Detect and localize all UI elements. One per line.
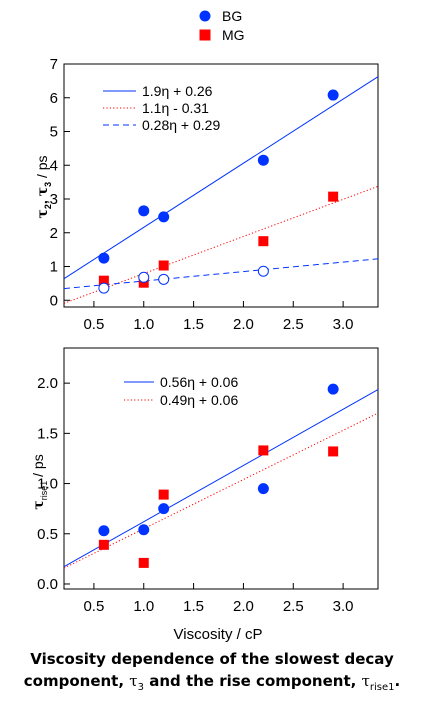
- panel2-fit-legend-label: 0.49η + 0.06: [160, 392, 238, 408]
- panel1-x-tick-label: 2.0: [233, 316, 254, 333]
- caption-line-2: component, τ3 and the rise component, τr…: [0, 670, 424, 699]
- panel2-y-tick-label: 1.0: [37, 476, 58, 493]
- panel1-point-mg: [158, 260, 169, 271]
- panel2-y-tick-label: 0.0: [37, 576, 58, 593]
- panel1-y-tick-label: 0: [50, 292, 58, 309]
- panel1-point-bg: [158, 211, 170, 223]
- panel2-ylabel: τrise1 / ps: [30, 454, 49, 509]
- panel1-x-tick-label: 0.5: [83, 316, 104, 333]
- legend-label-bg: BG: [222, 8, 242, 24]
- figure-caption: Viscosity dependence of the slowest deca…: [0, 648, 424, 699]
- panel1-x-tick-label: 2.5: [283, 316, 304, 333]
- panel1-fit-legend-label: 1.1η - 0.31: [142, 100, 209, 116]
- panel2-y-tick-label: 0.5: [37, 526, 58, 543]
- panel2-point-bg: [158, 503, 170, 515]
- panel1-point-tau2-open: [98, 282, 110, 294]
- panel2-ylabel-sub: rise1: [39, 481, 49, 501]
- panel-tau-rise1: 0.5 1.0 1.5 2.0 2.5 3.0 0.0 0.5 1.0 1.5 2.0 0.56η +…: [37, 347, 379, 615]
- panel2-y-tick-label: 2.0: [37, 375, 58, 392]
- legend-marker-bg: [199, 10, 211, 22]
- panel2-point-mg: [158, 489, 169, 500]
- panel1-ylabel-comma: ,: [34, 196, 50, 204]
- panel2-point-mg: [258, 445, 269, 456]
- panel1-point-mg: [258, 236, 269, 247]
- panel1-point-tau2-open: [158, 273, 170, 285]
- panel1-ylabel-sub2: 2: [43, 204, 53, 209]
- caption-tau-rise-symbol: τ: [361, 672, 370, 690]
- panel1-x-tick-label: 1.0: [133, 316, 154, 333]
- panel1-fit-legend-label: 0.28η + 0.29: [142, 117, 220, 133]
- panel1-point-bg: [138, 205, 150, 217]
- caption-tau3-symbol: τ: [129, 672, 138, 690]
- panel2-fit-legend-label: 0.56η + 0.06: [160, 374, 238, 390]
- panel2-point-mg: [138, 557, 149, 568]
- panel1-point-mg: [98, 275, 109, 286]
- panel2-x-tick-label: 0.5: [83, 598, 104, 615]
- panel1-fit-legend-label: 1.9η + 0.26: [142, 83, 213, 99]
- panel1-x-tick-label: 3.0: [333, 316, 354, 333]
- panel1-plot-frame: [63, 63, 379, 308]
- panel1-y-tick-label: 2: [50, 225, 58, 242]
- panel2-point-mg: [328, 446, 339, 457]
- panel2-point-mg: [98, 539, 109, 550]
- panel1-ylabel-unit: / ps: [34, 155, 50, 181]
- legend-label-mg: MG: [222, 27, 245, 43]
- panel1-y-tick-label: 1: [50, 259, 58, 276]
- caption-tau3-sub: 3: [137, 682, 144, 693]
- panel2-x-tick-label: 2.5: [283, 598, 304, 615]
- panel1-ylabel-tau3: τ: [35, 187, 51, 196]
- panel1-fit-line-dashed: [63, 258, 379, 290]
- panel2-ylabel-unit: / ps: [30, 454, 46, 480]
- panel2-x-tick-label: 1.5: [183, 598, 204, 615]
- panel1-point-tau2-open: [138, 271, 150, 283]
- caption-prefix: component,: [23, 672, 130, 690]
- caption-line-1: Viscosity dependence of the slowest deca…: [30, 650, 394, 668]
- panel1-y-tick-label: 3: [50, 191, 58, 208]
- panel2-plot-frame: [63, 347, 379, 590]
- panel1-ylabel-tau2: τ: [35, 209, 51, 218]
- panel1-point-bg: [257, 154, 269, 166]
- panel1-point-bg: [98, 252, 110, 264]
- panel1-point-mg: [328, 191, 339, 202]
- panel1-point-bg: [327, 89, 339, 101]
- panel1-y-tick-label: 4: [50, 157, 58, 174]
- panel2-x-tick-label: 3.0: [333, 598, 354, 615]
- panel1-ylabel-sub3: 3: [43, 182, 53, 187]
- panel-tau2-tau3: 0.5 1.0 1.5 2.0 2.5 3.0 0 1 2 3 4 5 6 7 1.9η + 0.261.1…: [50, 56, 379, 333]
- panel1-y-tick-label: 6: [50, 90, 58, 107]
- panel2-y-tick-label: 1.5: [37, 425, 58, 442]
- caption-mid: and the rise component,: [143, 672, 362, 690]
- panel1-ylabel: τ2, τ3 / ps: [34, 155, 53, 218]
- panel2-xlabel: Viscosity / cP: [174, 626, 263, 643]
- panel2-ylabel-tau: τ: [31, 500, 47, 509]
- panel1-point-tau2-open: [257, 265, 269, 277]
- panel1-y-tick-label: 7: [50, 56, 58, 73]
- panel2-x-tick-label: 1.0: [133, 598, 154, 615]
- panel1-fit-line-solid: [63, 76, 379, 280]
- panel2-point-bg: [98, 525, 110, 537]
- legend-marker-mg: [199, 29, 211, 41]
- caption-end: .: [394, 672, 401, 690]
- panel2-point-bg: [257, 483, 269, 495]
- top-legend: BG MG: [199, 8, 245, 43]
- panel1-fit-line-dotted: [63, 185, 379, 304]
- panel2-point-bg: [138, 524, 150, 536]
- panel2-x-tick-label: 2.0: [233, 598, 254, 615]
- caption-rise-sub: rise1: [369, 682, 395, 693]
- panel2-fit-line-solid: [63, 389, 379, 568]
- panel2-fit-line-dotted: [63, 412, 379, 569]
- panel1-x-tick-label: 1.5: [183, 316, 204, 333]
- panel1-y-tick-label: 5: [50, 124, 58, 141]
- panel2-point-bg: [327, 383, 339, 395]
